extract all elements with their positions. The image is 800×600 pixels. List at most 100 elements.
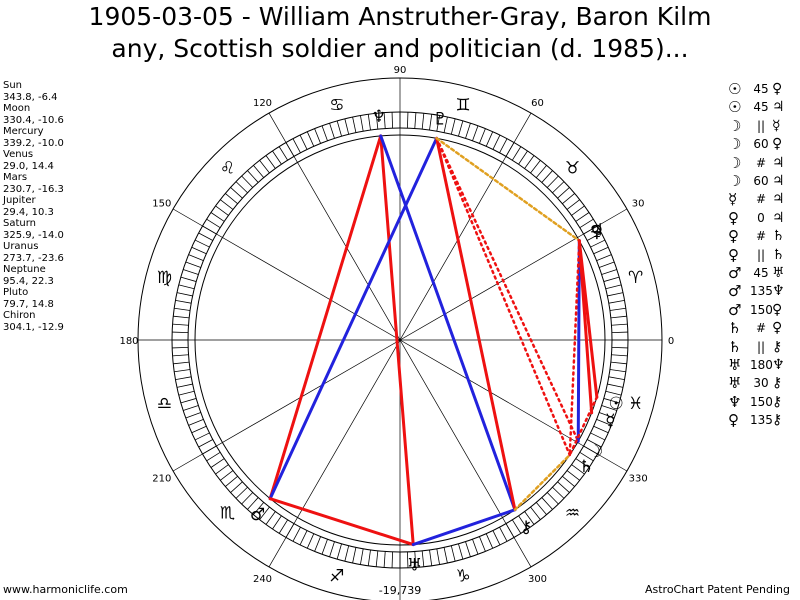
- degree-tick: [546, 175, 559, 188]
- degree-tick: [178, 284, 195, 290]
- degree-tick: [173, 315, 190, 319]
- planet-coords: 304.1, -12.9: [3, 321, 64, 333]
- degree-tick: [344, 118, 350, 135]
- degree-tick: [524, 511, 535, 525]
- degree-tick: [230, 187, 243, 199]
- degree-tick: [220, 470, 234, 481]
- planet-coords: 339.2, -10.0: [3, 137, 64, 149]
- degree-tick: [611, 354, 628, 357]
- degree-tick: [391, 112, 394, 129]
- planet-coords: 79.7, 14.8: [3, 298, 54, 310]
- mars-glyph-icon: ♂: [250, 505, 265, 525]
- aspect-planet-b-icon: ⚷: [772, 375, 783, 392]
- aspect-symbol: 45: [753, 100, 769, 115]
- degree-tick: [436, 548, 440, 565]
- degree-tick: [546, 492, 559, 505]
- degree-tick: [499, 138, 508, 154]
- aspect-planet-b-icon: ♀: [772, 81, 783, 97]
- degree-tick: [272, 150, 282, 165]
- degree-tick: [535, 165, 547, 178]
- aspect-symbol: ||: [756, 339, 766, 354]
- degree-label: 60: [531, 98, 544, 109]
- aspect-symbol: 150: [750, 302, 773, 317]
- degree-tick: [306, 533, 315, 549]
- degree-tick: [465, 123, 471, 139]
- degree-tick: [450, 118, 456, 135]
- degree-tick: [175, 300, 192, 304]
- degree-tick: [458, 543, 464, 560]
- degree-tick: [314, 536, 321, 552]
- degree-tick: [292, 138, 301, 154]
- footer-website: www.harmoniclife.com: [3, 583, 128, 596]
- degree-tick: [185, 261, 201, 268]
- degree-tick: [579, 452, 594, 462]
- zodiac-sign-icon: ♑: [456, 567, 471, 587]
- degree-tick: [557, 187, 570, 199]
- degree-tick: [344, 545, 350, 562]
- degree-tick: [518, 515, 528, 530]
- degree-tick: [306, 131, 315, 147]
- degree-tick: [259, 160, 270, 174]
- degree-tick: [336, 120, 342, 137]
- degree-tick: [485, 131, 494, 147]
- aspect-planet-b-icon: ♀: [772, 301, 783, 318]
- moon-glyph-icon: ☽: [588, 442, 603, 462]
- degree-tick: [259, 506, 270, 520]
- degree-tick: [512, 519, 522, 534]
- degree-tick: [198, 232, 214, 241]
- aspect-line: [576, 239, 581, 443]
- degree-tick: [367, 114, 371, 131]
- degree-tick: [566, 199, 580, 210]
- degree-tick: [375, 113, 379, 130]
- degree-tick: [172, 323, 189, 326]
- degree-tick: [235, 486, 248, 499]
- degree-tick: [406, 112, 409, 129]
- degree-tick: [609, 307, 626, 311]
- degree-tick: [590, 432, 606, 441]
- degree-tick: [188, 254, 204, 261]
- degree-tick: [198, 439, 214, 448]
- aspect-planet-b-icon: ♆: [772, 357, 785, 373]
- aspect-planet-b-icon: ♀: [772, 320, 783, 337]
- degree-tick: [391, 551, 394, 568]
- degree-tick: [599, 412, 615, 419]
- aspect-planet-b-icon: ♅: [772, 265, 785, 281]
- degree-label: 90: [394, 65, 407, 76]
- degree-tick: [265, 511, 276, 525]
- degree-tick: [278, 146, 288, 161]
- degree-tick: [292, 526, 301, 542]
- planet-name: Chiron: [3, 310, 36, 321]
- degree-tick: [241, 492, 254, 505]
- venus-glyph-icon: ♀: [591, 222, 603, 242]
- degree-tick: [603, 398, 620, 404]
- saturn-glyph-icon: ♄: [579, 457, 594, 477]
- degree-tick: [512, 146, 522, 161]
- degree-tick: [360, 548, 364, 565]
- aspect-symbol: 45: [753, 266, 769, 280]
- degree-tick: [414, 551, 417, 568]
- degree-tick: [458, 120, 464, 137]
- degree-tick: [175, 376, 192, 380]
- degree-tick: [383, 551, 386, 568]
- degree-tick: [608, 376, 625, 380]
- degree-tick: [247, 497, 259, 510]
- aspect-symbol: 180: [750, 358, 773, 372]
- degree-tick: [321, 125, 328, 141]
- degree-tick: [172, 331, 189, 334]
- degree-tick: [421, 113, 425, 130]
- degree-tick: [593, 246, 609, 255]
- planet-name: Mercury: [3, 126, 44, 137]
- aspect-line: [577, 239, 594, 415]
- zodiac-sign-icon: ♉: [565, 158, 580, 178]
- degree-tick: [194, 432, 210, 441]
- zodiac-sign-icon: ♈: [628, 268, 643, 288]
- degree-label: 300: [528, 574, 547, 585]
- uranus-glyph-icon: ♅: [407, 556, 422, 576]
- degree-tick: [183, 405, 199, 411]
- chart-title-line2: any, Scottish soldier and politician (d.…: [111, 34, 689, 63]
- planet-name: Venus: [3, 149, 34, 160]
- aspect-planet-a-icon: ♂: [728, 264, 742, 282]
- planet-coords: 29.0, 14.4: [3, 160, 54, 172]
- degree-tick: [541, 497, 553, 510]
- zodiac-sign-icon: ♏: [220, 504, 235, 524]
